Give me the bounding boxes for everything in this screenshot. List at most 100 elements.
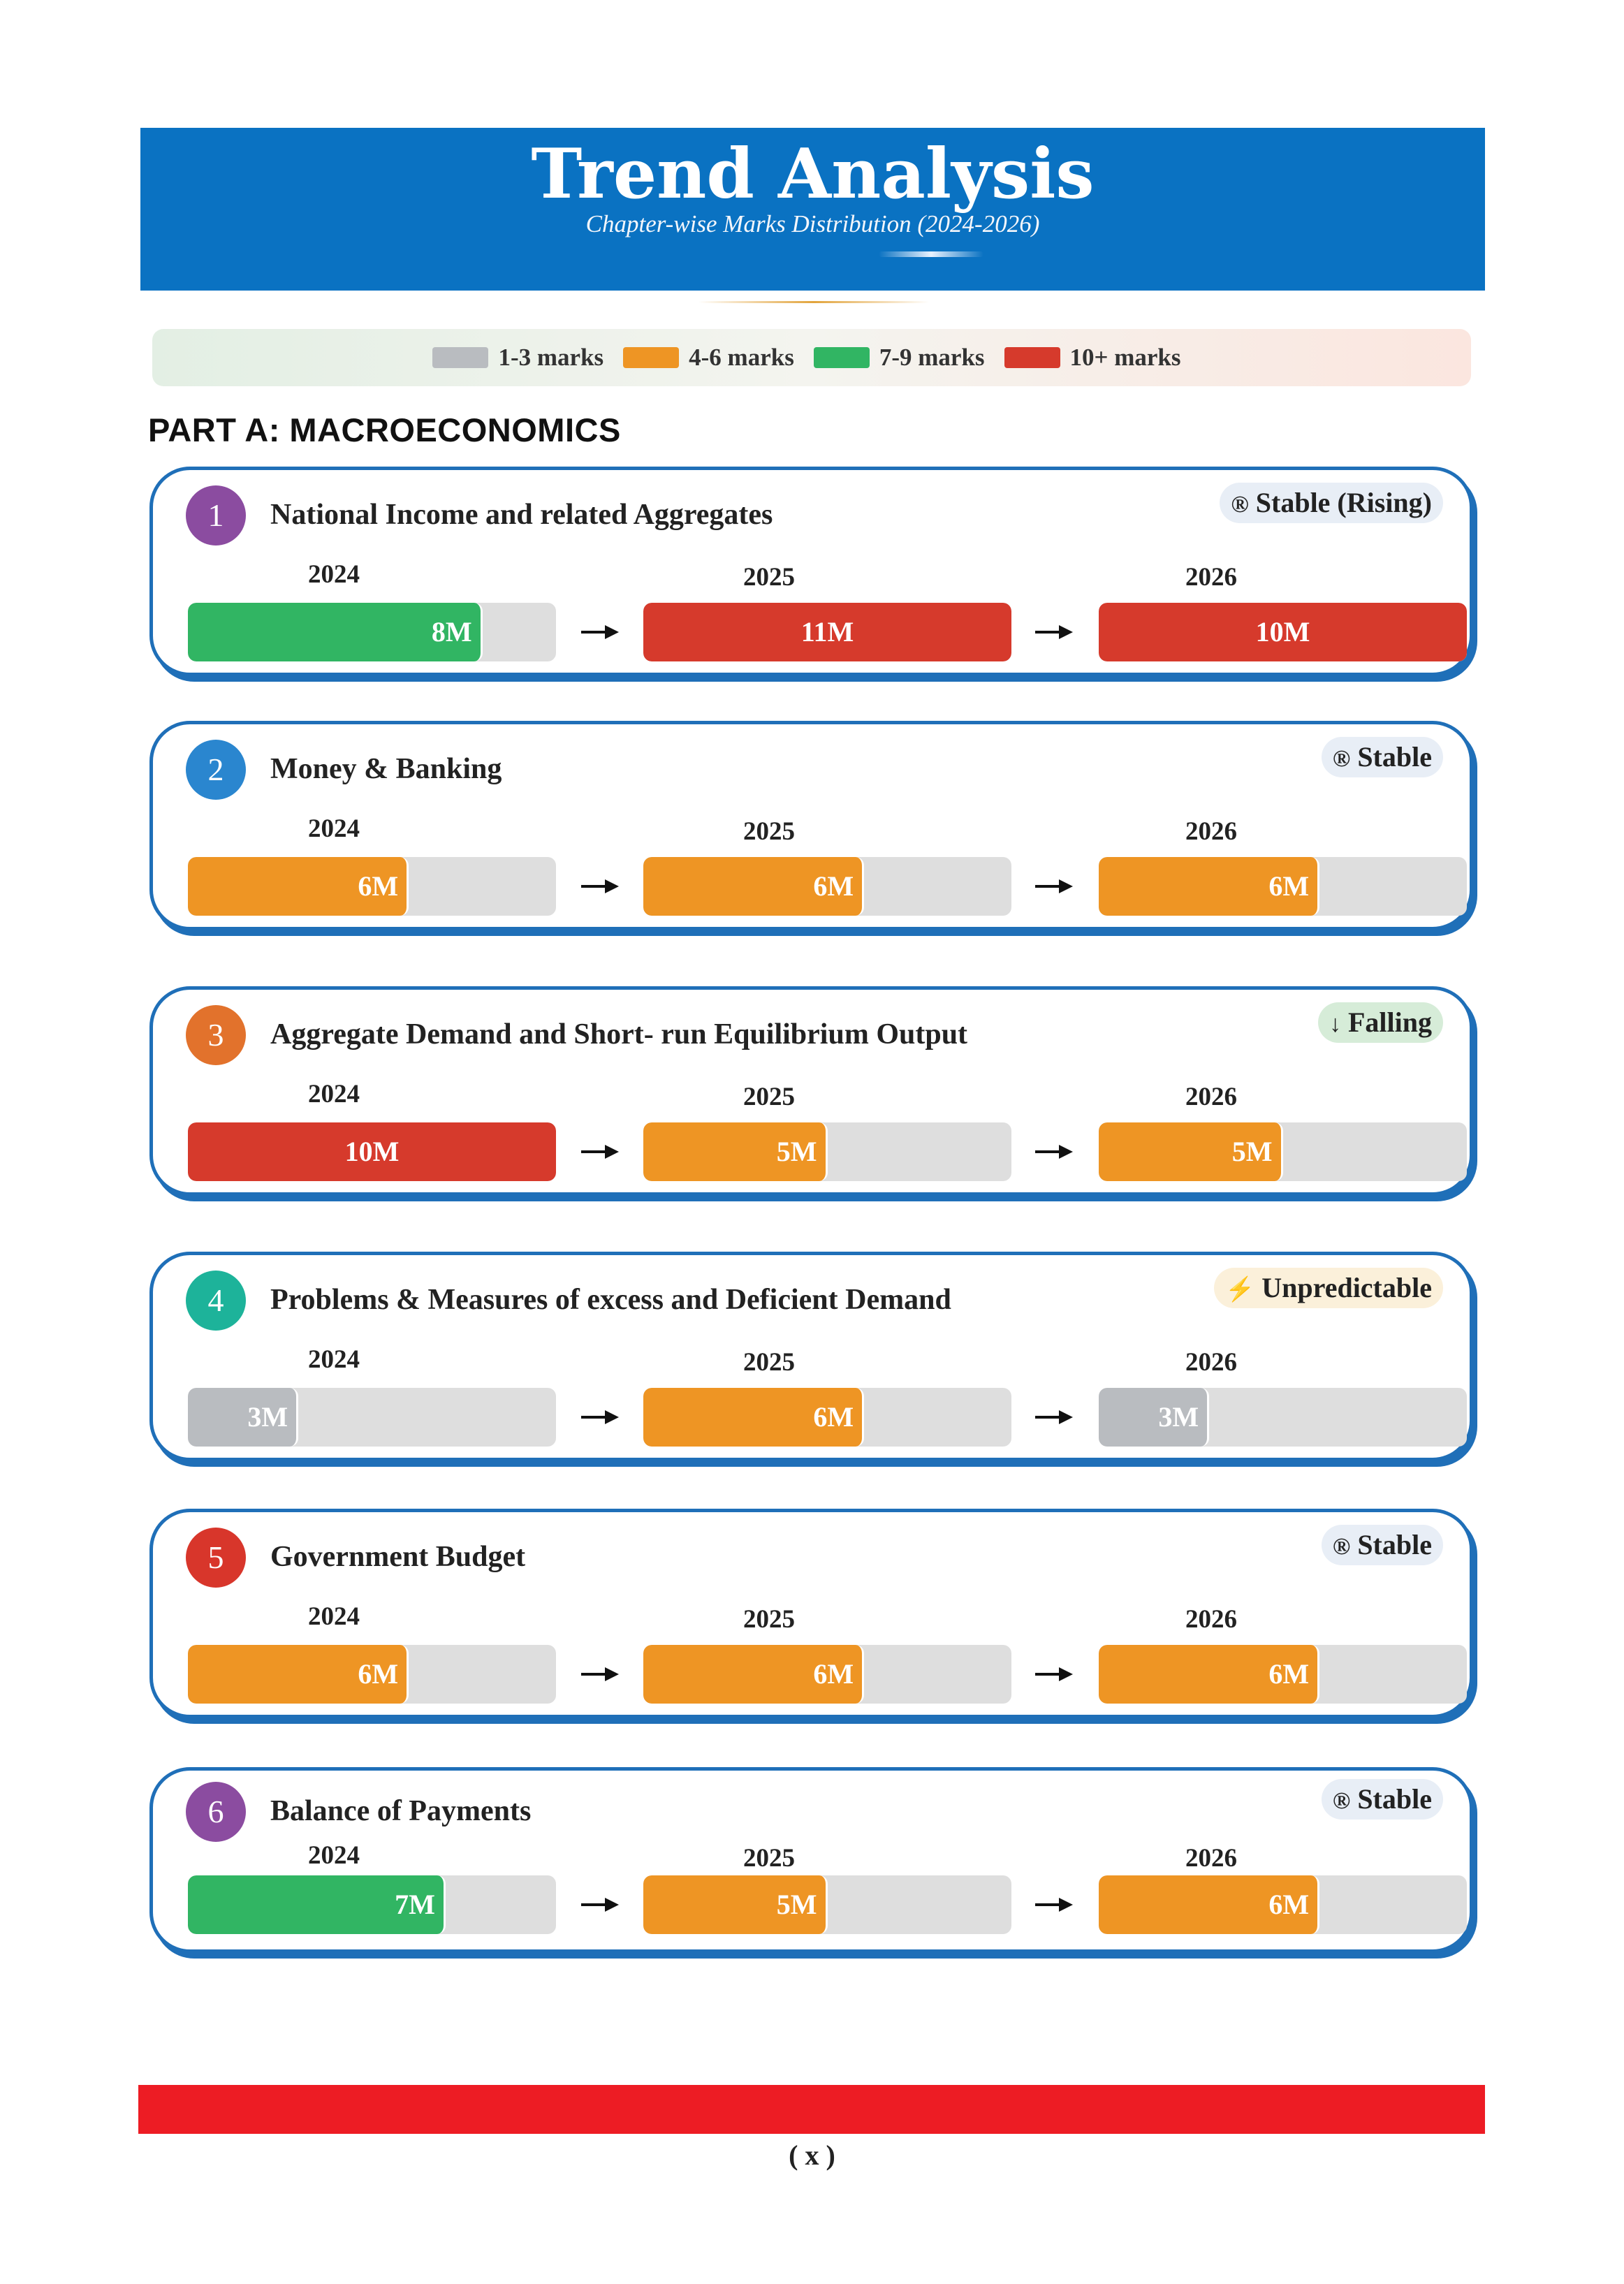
right-arrow-icon [581,625,619,639]
marks-bar-track: 6M [643,1388,1011,1447]
legend-label: 1-3 marks [498,344,604,371]
registered-icon: ® [1332,1788,1351,1814]
marks-bar-track: 6M [188,857,556,916]
year-label: 2024 [308,1345,360,1374]
marks-bar: 6M [643,1645,865,1704]
legend-swatch [813,347,870,368]
legend: 1-3 marks 4-6 marks 7-9 marks 10+ marks [152,329,1471,386]
chapter-title: Money & Banking [270,753,502,785]
right-arrow-icon [581,1145,619,1159]
year-label: 2025 [743,1605,795,1634]
legend-item: 1-3 marks [432,344,603,372]
marks-bar-track: 10M [188,1122,556,1181]
chapter-card: 6 Balance of Payments ® Stable 2024 7M 2025 5M 2… [149,1767,1473,1953]
trend-badge: ® Stable [1321,1525,1443,1565]
trend-label: Stable [1357,1783,1432,1815]
year-label: 2025 [743,1083,795,1111]
trend-badge: ® Stable [1321,737,1443,777]
marks-bar: 3M [188,1388,299,1447]
chapter-title: Problems & Measures of excess and Defici… [270,1284,951,1316]
year-label: 2026 [1185,1605,1237,1634]
year-label: 2024 [308,560,360,589]
year-label: 2025 [743,817,795,846]
marks-bar: 10M [1099,603,1467,661]
marks-bar: 6M [188,1645,409,1704]
right-arrow-icon [1035,625,1073,639]
page-title: Trend Analysis [531,134,1095,214]
registered-icon: ® [1231,492,1249,518]
chapter-number-circle: 1 [186,485,246,546]
right-arrow-icon [1035,1667,1073,1681]
marks-bar: 5M [643,1122,828,1181]
marks-bar: 6M [1099,1875,1320,1934]
trend-label: Stable [1357,741,1432,773]
year-label: 2026 [1185,563,1237,592]
chapter-card: 5 Government Budget ® Stable 2024 6M 2025 6M 202… [149,1509,1473,1718]
right-arrow-icon [581,1667,619,1681]
marks-bar-track: 5M [643,1875,1011,1934]
registered-icon: ® [1332,746,1351,772]
marks-bar: 6M [1099,1645,1320,1704]
down-arrow-icon: ↓ [1329,1011,1341,1037]
year-label: 2026 [1185,817,1237,846]
right-arrow-icon [1035,1898,1073,1912]
marks-bar: 6M [188,857,409,916]
marks-bar-track: 6M [643,1645,1011,1704]
chapter-card: 2 Money & Banking ® Stable 2024 6M 2025 6M 2026 6… [149,721,1473,930]
marks-bar-track: 3M [188,1388,556,1447]
chapter-title: Aggregate Demand and Short- run Equilibr… [270,1018,968,1051]
chapter-title: Balance of Payments [270,1795,532,1827]
legend-label: 7-9 marks [879,344,985,371]
trend-badge: ⚡ Unpredictable [1213,1268,1443,1308]
year-label: 2026 [1185,1083,1237,1111]
marks-bar: 7M [188,1875,446,1934]
year-label: 2026 [1185,1844,1237,1873]
chapter-number-circle: 2 [186,740,246,800]
legend-swatch [432,347,489,368]
page-header: Trend Analysis Chapter-wise Marks Distri… [140,128,1485,291]
marks-bar: 5M [643,1875,828,1934]
chapter-number-circle: 5 [186,1528,246,1588]
marks-bar-track: 7M [188,1875,556,1934]
marks-bar: 5M [1099,1122,1283,1181]
trend-label: Unpredictable [1261,1272,1432,1303]
year-label: 2024 [308,1841,360,1870]
chapter-number-circle: 3 [186,1005,246,1065]
year-label: 2025 [743,563,795,592]
header-glow [879,251,983,257]
marks-bar: 10M [188,1122,556,1181]
page-subtitle: Chapter-wise Marks Distribution (2024-20… [585,210,1040,237]
right-arrow-icon [581,1410,619,1424]
legend-item: 7-9 marks [813,344,985,372]
marks-bar: 3M [1099,1388,1210,1447]
marks-bar-track: 8M [188,603,556,661]
marks-bar-track: 6M [188,1645,556,1704]
marks-bar-track: 11M [643,603,1011,661]
marks-bar-track: 5M [1099,1122,1467,1181]
marks-bar-track: 6M [1099,857,1467,916]
footer-bar [138,2085,1485,2134]
right-arrow-icon [1035,1145,1073,1159]
marks-bar-track: 3M [1099,1388,1467,1447]
marks-bar-track: 6M [1099,1875,1467,1934]
legend-swatch [1004,347,1060,368]
marks-bar: 6M [643,1388,865,1447]
year-label: 2025 [743,1844,795,1873]
trend-label: Stable (Rising) [1255,487,1432,518]
legend-label: 10+ marks [1069,344,1181,371]
chapter-card: 1 National Income and related Aggregates ®… [149,467,1473,676]
legend-label: 4-6 marks [689,344,794,371]
legend-item: 10+ marks [1004,344,1181,372]
chapter-title: Government Budget [270,1541,526,1573]
legend-item: 4-6 marks [623,344,794,372]
year-label: 2024 [308,814,360,843]
marks-bar-track: 10M [1099,603,1467,661]
chapter-number-circle: 6 [186,1782,246,1842]
right-arrow-icon [1035,1410,1073,1424]
marks-bar-track: 6M [643,857,1011,916]
chapter-number-circle: 4 [186,1271,246,1331]
section-title: PART A: MACROECONOMICS [148,411,621,448]
year-label: 2024 [308,1602,360,1631]
trend-badge: ↓ Falling [1317,1002,1443,1043]
year-label: 2025 [743,1348,795,1377]
